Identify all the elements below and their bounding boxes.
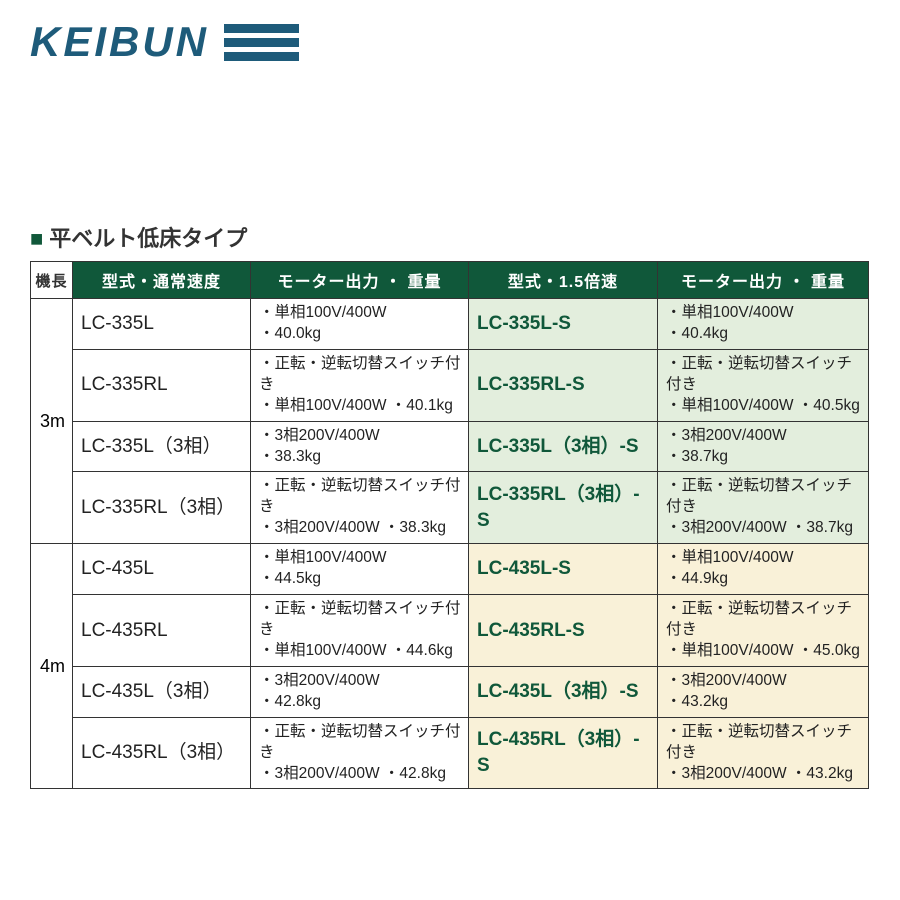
cell-model-hi: LC-335RL-S	[469, 349, 658, 421]
table-row: LC-335L（3相）・3相200V/400W・38.3kgLC-335L（3相…	[31, 421, 869, 472]
cell-spec-hi: ・3相200V/400W・38.7kg	[658, 421, 869, 472]
section-marker-icon: ■	[30, 226, 43, 251]
cell-length: 3m	[31, 299, 73, 544]
cell-model-normal: LC-335RL（3相）	[73, 472, 251, 544]
cell-model-normal: LC-335RL	[73, 349, 251, 421]
cell-length: 4m	[31, 544, 73, 789]
table-row: LC-335RL・正転・逆転切替スイッチ付き・単相100V/400W ・40.1…	[31, 349, 869, 421]
cell-model-normal: LC-435L	[73, 544, 251, 595]
cell-spec-hi: ・単相100V/400W・44.9kg	[658, 544, 869, 595]
cell-model-hi: LC-435L（3相）-S	[469, 666, 658, 717]
brand-logo: KEIBUN	[30, 18, 870, 66]
cell-model-hi: LC-335L（3相）-S	[469, 421, 658, 472]
section-title-text: 平ベルト低床タイプ	[49, 226, 247, 251]
cell-model-normal: LC-335L（3相）	[73, 421, 251, 472]
cell-model-normal: LC-435RL	[73, 595, 251, 667]
cell-spec-normal: ・正転・逆転切替スイッチ付き・3相200V/400W ・38.3kg	[251, 472, 469, 544]
cell-model-normal: LC-435RL（3相）	[73, 717, 251, 789]
cell-spec-normal: ・3相200V/400W・42.8kg	[251, 666, 469, 717]
cell-model-hi: LC-435L-S	[469, 544, 658, 595]
table-row: LC-435L（3相）・3相200V/400W・42.8kgLC-435L（3相…	[31, 666, 869, 717]
table-row: 3mLC-335L・単相100V/400W・40.0kgLC-335L-S・単相…	[31, 299, 869, 350]
cell-model-normal: LC-435L（3相）	[73, 666, 251, 717]
header-spec-hi: モーター出力 ・ 重量	[658, 262, 869, 299]
header-model-normal: 型式・通常速度	[73, 262, 251, 299]
cell-spec-hi: ・正転・逆転切替スイッチ付き・単相100V/400W ・45.0kg	[658, 595, 869, 667]
cell-spec-hi: ・正転・逆転切替スイッチ付き・単相100V/400W ・40.5kg	[658, 349, 869, 421]
section-title: ■平ベルト低床タイプ	[30, 221, 870, 253]
cell-model-hi: LC-335L-S	[469, 299, 658, 350]
table-row: LC-435RL（3相）・正転・逆転切替スイッチ付き・3相200V/400W ・…	[31, 717, 869, 789]
spec-table: 機長 型式・通常速度 モーター出力 ・ 重量 型式・1.5倍速 モーター出力 ・…	[30, 261, 869, 789]
cell-model-normal: LC-335L	[73, 299, 251, 350]
table-header-row: 機長 型式・通常速度 モーター出力 ・ 重量 型式・1.5倍速 モーター出力 ・…	[31, 262, 869, 299]
table-row: 4mLC-435L・単相100V/400W・44.5kgLC-435L-S・単相…	[31, 544, 869, 595]
cell-spec-normal: ・3相200V/400W・38.3kg	[251, 421, 469, 472]
cell-spec-hi: ・正転・逆転切替スイッチ付き・3相200V/400W ・38.7kg	[658, 472, 869, 544]
cell-spec-hi: ・正転・逆転切替スイッチ付き・3相200V/400W ・43.2kg	[658, 717, 869, 789]
header-length: 機長	[31, 262, 73, 299]
table-row: LC-435RL・正転・逆転切替スイッチ付き・単相100V/400W ・44.6…	[31, 595, 869, 667]
cell-model-hi: LC-435RL-S	[469, 595, 658, 667]
brand-logo-text: KEIBUN	[30, 18, 209, 66]
header-model-hi: 型式・1.5倍速	[469, 262, 658, 299]
cell-spec-hi: ・3相200V/400W・43.2kg	[658, 666, 869, 717]
header-spec-normal: モーター出力 ・ 重量	[251, 262, 469, 299]
brand-logo-bars-icon	[224, 19, 299, 66]
cell-spec-normal: ・正転・逆転切替スイッチ付き・3相200V/400W ・42.8kg	[251, 717, 469, 789]
cell-model-hi: LC-335RL（3相）-S	[469, 472, 658, 544]
cell-spec-normal: ・単相100V/400W・40.0kg	[251, 299, 469, 350]
cell-spec-normal: ・正転・逆転切替スイッチ付き・単相100V/400W ・40.1kg	[251, 349, 469, 421]
cell-spec-normal: ・単相100V/400W・44.5kg	[251, 544, 469, 595]
cell-spec-normal: ・正転・逆転切替スイッチ付き・単相100V/400W ・44.6kg	[251, 595, 469, 667]
cell-model-hi: LC-435RL（3相）-S	[469, 717, 658, 789]
table-row: LC-335RL（3相）・正転・逆転切替スイッチ付き・3相200V/400W ・…	[31, 472, 869, 544]
cell-spec-hi: ・単相100V/400W・40.4kg	[658, 299, 869, 350]
